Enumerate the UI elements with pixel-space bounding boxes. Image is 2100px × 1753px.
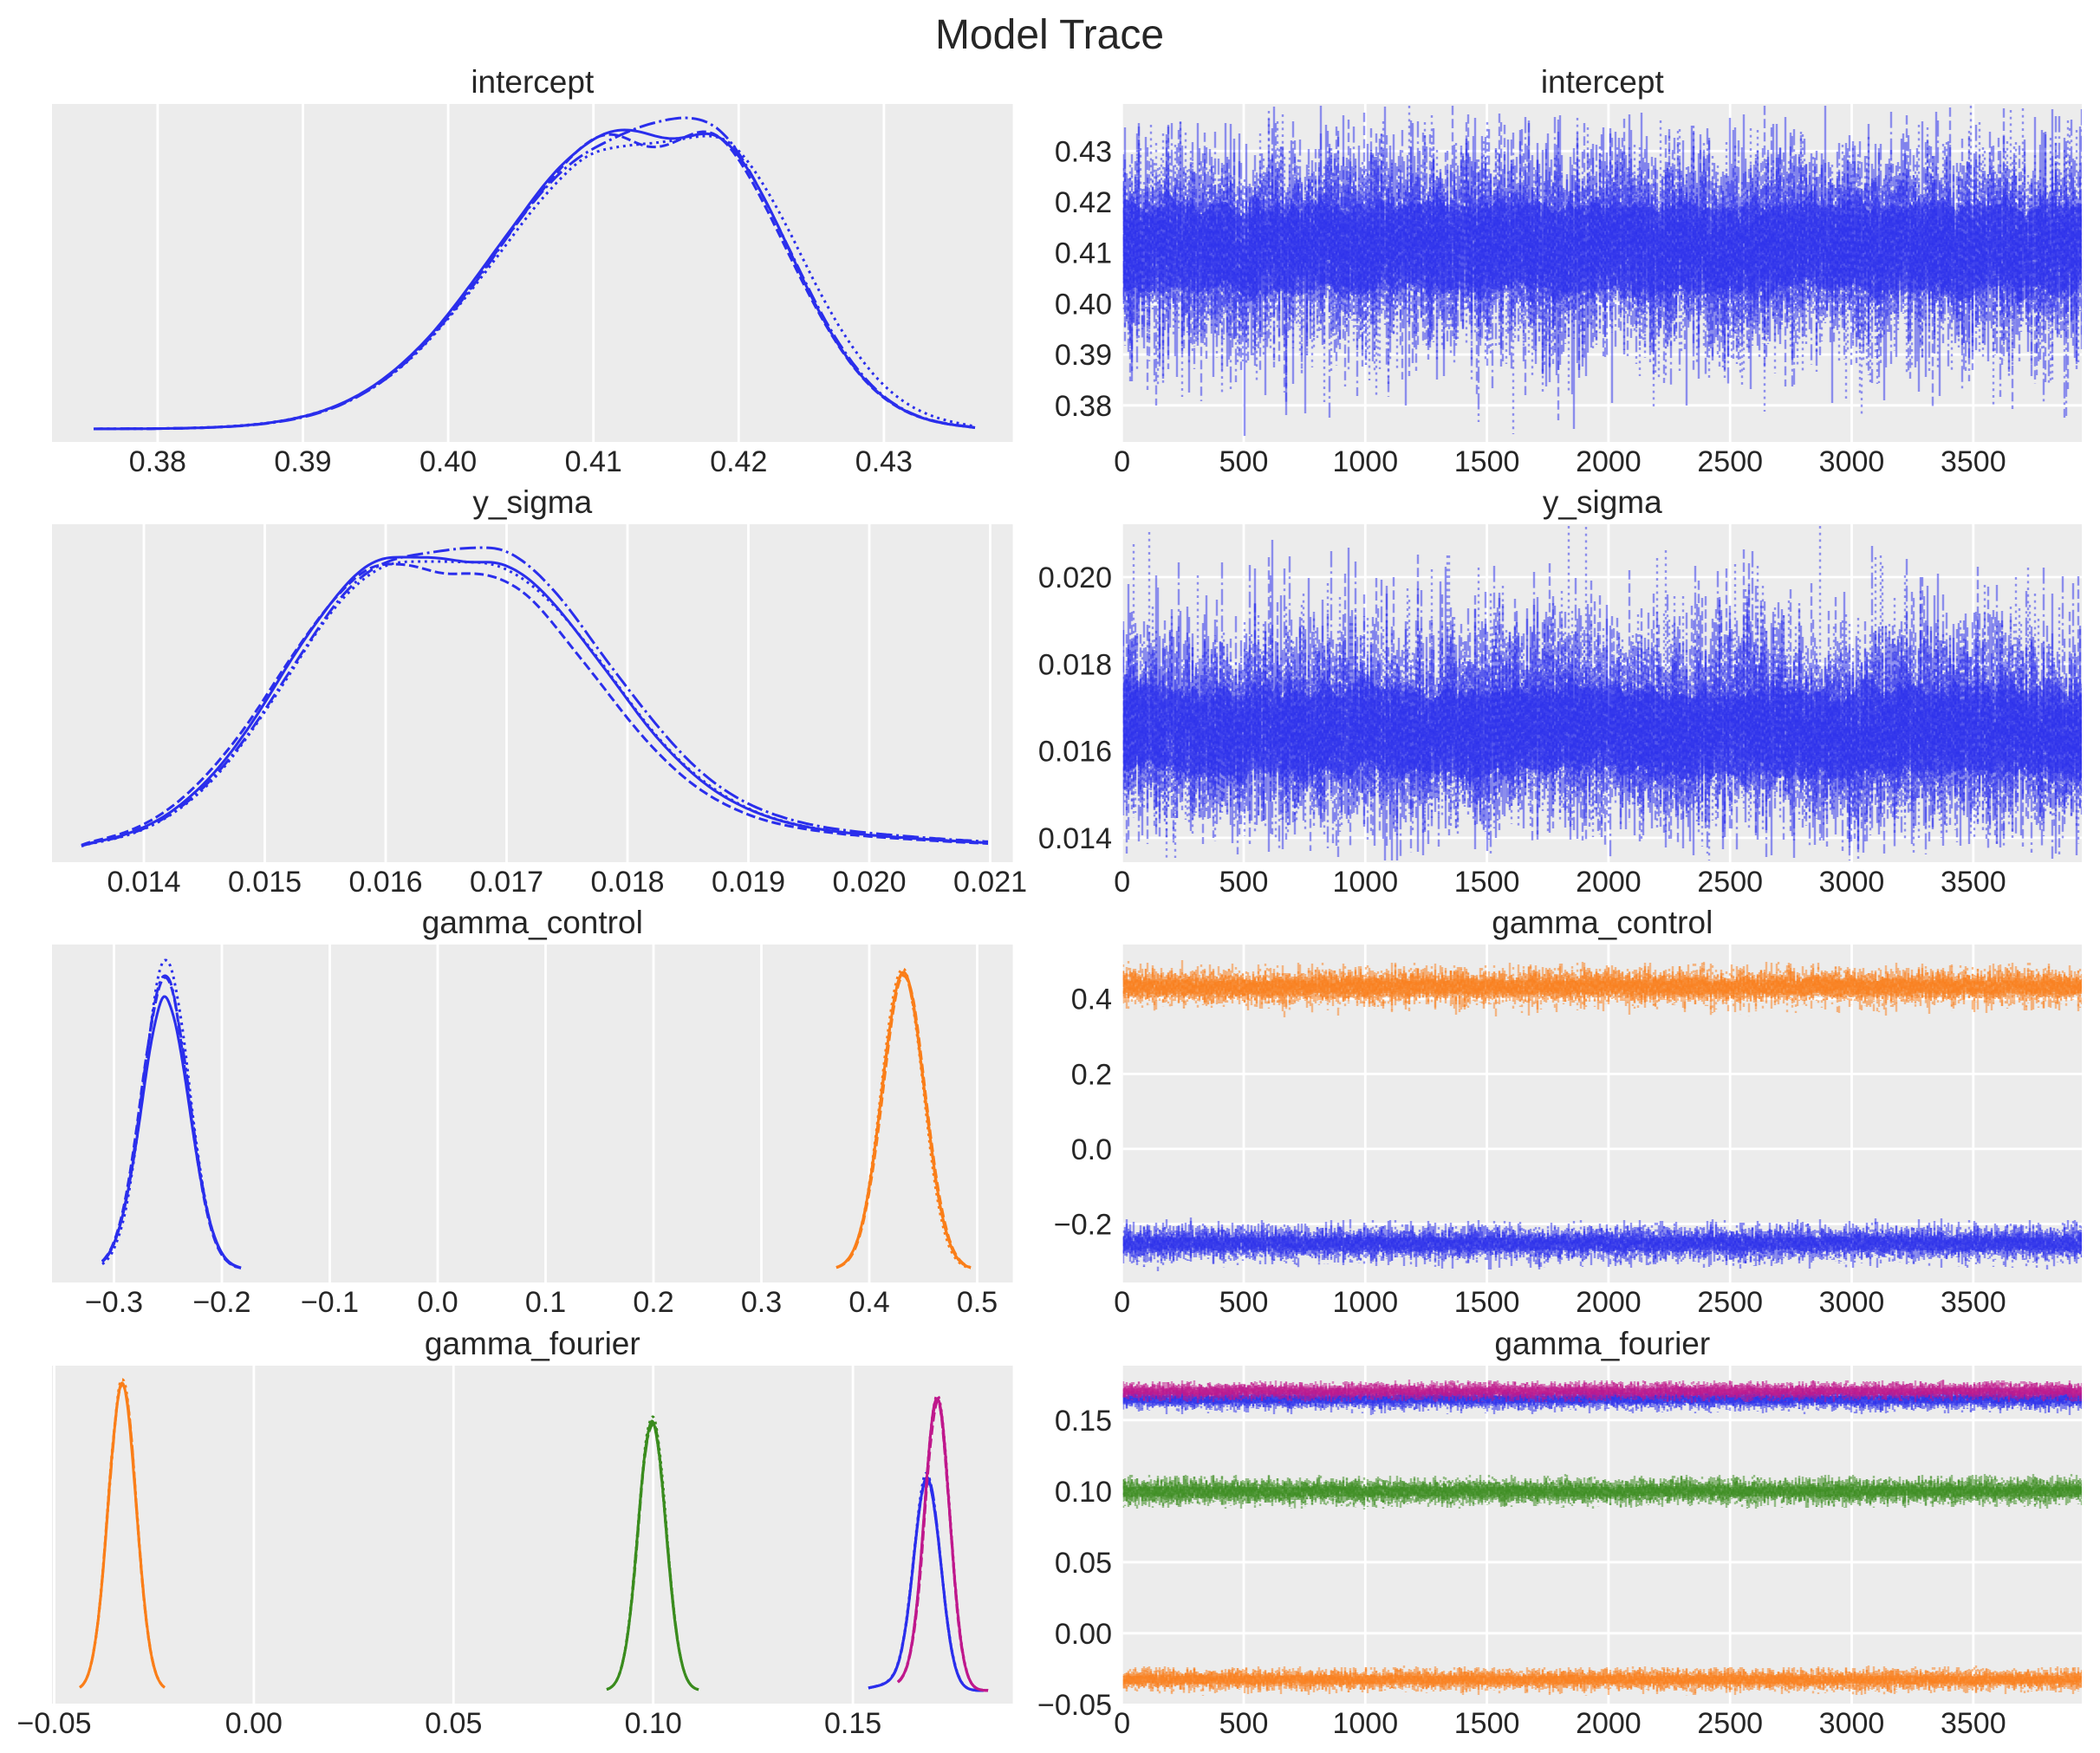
svg-text:0.05: 0.05: [425, 1707, 482, 1740]
svg-text:2500: 2500: [1697, 445, 1763, 478]
svg-text:0: 0: [1114, 1707, 1130, 1740]
svg-text:500: 500: [1219, 1707, 1269, 1740]
svg-text:2000: 2000: [1576, 445, 1642, 478]
svg-text:0.020: 0.020: [1038, 562, 1112, 594]
svg-text:0.15: 0.15: [1055, 1405, 1112, 1438]
svg-text:3000: 3000: [1819, 445, 1885, 478]
svg-text:gamma_fourier: gamma_fourier: [425, 1326, 640, 1361]
svg-text:3500: 3500: [1941, 1707, 2006, 1740]
svg-text:0.0: 0.0: [417, 1286, 458, 1319]
svg-text:0: 0: [1114, 1286, 1130, 1319]
svg-text:0.39: 0.39: [274, 445, 331, 478]
svg-text:gamma_control: gamma_control: [1492, 905, 1713, 940]
svg-text:500: 500: [1219, 445, 1269, 478]
svg-text:0.41: 0.41: [1055, 237, 1112, 270]
svg-text:y_sigma: y_sigma: [1543, 484, 1662, 520]
svg-text:1000: 1000: [1332, 1286, 1398, 1319]
svg-text:−0.05: −0.05: [1037, 1689, 1112, 1722]
svg-text:0.40: 0.40: [1055, 288, 1112, 321]
svg-text:0.0: 0.0: [1071, 1133, 1112, 1166]
svg-text:0.4: 0.4: [848, 1286, 889, 1319]
svg-text:−0.2: −0.2: [192, 1286, 250, 1319]
svg-text:0.018: 0.018: [1038, 648, 1112, 681]
svg-text:−0.05: −0.05: [16, 1707, 91, 1740]
svg-text:0.10: 0.10: [625, 1707, 682, 1740]
svg-text:0.020: 0.020: [832, 866, 906, 899]
svg-text:0.43: 0.43: [855, 445, 913, 478]
svg-text:0.38: 0.38: [129, 445, 186, 478]
svg-text:2000: 2000: [1576, 1707, 1642, 1740]
svg-text:2500: 2500: [1697, 866, 1763, 899]
svg-text:0.39: 0.39: [1055, 339, 1112, 372]
svg-text:1000: 1000: [1332, 445, 1398, 478]
svg-text:0.014: 0.014: [1038, 822, 1112, 855]
svg-text:0.019: 0.019: [712, 866, 785, 899]
svg-text:0: 0: [1114, 445, 1130, 478]
svg-text:2500: 2500: [1697, 1707, 1763, 1740]
svg-text:0.42: 0.42: [710, 445, 767, 478]
svg-text:3500: 3500: [1941, 1286, 2006, 1319]
svg-text:Model Trace: Model Trace: [935, 12, 1164, 58]
svg-text:1000: 1000: [1332, 1707, 1398, 1740]
svg-text:0.40: 0.40: [419, 445, 477, 478]
svg-text:gamma_fourier: gamma_fourier: [1494, 1326, 1710, 1361]
svg-text:0.00: 0.00: [1055, 1618, 1112, 1651]
svg-text:gamma_control: gamma_control: [422, 905, 643, 940]
svg-text:0.10: 0.10: [1055, 1476, 1112, 1509]
svg-text:0.016: 0.016: [1038, 736, 1112, 769]
svg-text:−0.3: −0.3: [85, 1286, 143, 1319]
svg-text:3000: 3000: [1819, 866, 1885, 899]
svg-text:intercept: intercept: [1541, 64, 1665, 100]
svg-text:−0.1: −0.1: [301, 1286, 359, 1319]
svg-text:0.2: 0.2: [1071, 1058, 1112, 1091]
svg-text:0.4: 0.4: [1071, 984, 1112, 1016]
svg-text:0.38: 0.38: [1055, 390, 1112, 423]
svg-text:0.15: 0.15: [824, 1707, 881, 1740]
svg-text:0.2: 0.2: [633, 1286, 673, 1319]
svg-text:1000: 1000: [1332, 866, 1398, 899]
svg-text:2500: 2500: [1697, 1286, 1763, 1319]
svg-text:0.41: 0.41: [565, 445, 622, 478]
svg-text:0.014: 0.014: [107, 866, 180, 899]
svg-text:0.1: 0.1: [525, 1286, 566, 1319]
svg-text:2000: 2000: [1576, 866, 1642, 899]
svg-text:1500: 1500: [1454, 866, 1520, 899]
svg-text:y_sigma: y_sigma: [472, 484, 592, 520]
svg-text:3000: 3000: [1819, 1286, 1885, 1319]
svg-text:0.021: 0.021: [953, 866, 1027, 899]
svg-text:0.5: 0.5: [957, 1286, 998, 1319]
svg-text:500: 500: [1219, 866, 1269, 899]
svg-text:0: 0: [1114, 866, 1130, 899]
svg-text:3500: 3500: [1941, 445, 2006, 478]
svg-text:0.00: 0.00: [225, 1707, 283, 1740]
svg-text:1500: 1500: [1454, 1707, 1520, 1740]
svg-text:1500: 1500: [1454, 445, 1520, 478]
svg-text:0.05: 0.05: [1055, 1547, 1112, 1580]
svg-text:0.016: 0.016: [348, 866, 422, 899]
svg-text:1500: 1500: [1454, 1286, 1520, 1319]
svg-text:0.015: 0.015: [228, 866, 302, 899]
svg-text:3500: 3500: [1941, 866, 2006, 899]
svg-text:0.43: 0.43: [1055, 135, 1112, 168]
svg-text:0.3: 0.3: [741, 1286, 782, 1319]
svg-text:−0.2: −0.2: [1054, 1209, 1112, 1242]
svg-text:0.017: 0.017: [470, 866, 543, 899]
svg-text:500: 500: [1219, 1286, 1269, 1319]
svg-text:3000: 3000: [1819, 1707, 1885, 1740]
svg-text:intercept: intercept: [471, 64, 595, 100]
svg-text:0.018: 0.018: [590, 866, 664, 899]
svg-text:2000: 2000: [1576, 1286, 1642, 1319]
svg-text:0.42: 0.42: [1055, 186, 1112, 219]
